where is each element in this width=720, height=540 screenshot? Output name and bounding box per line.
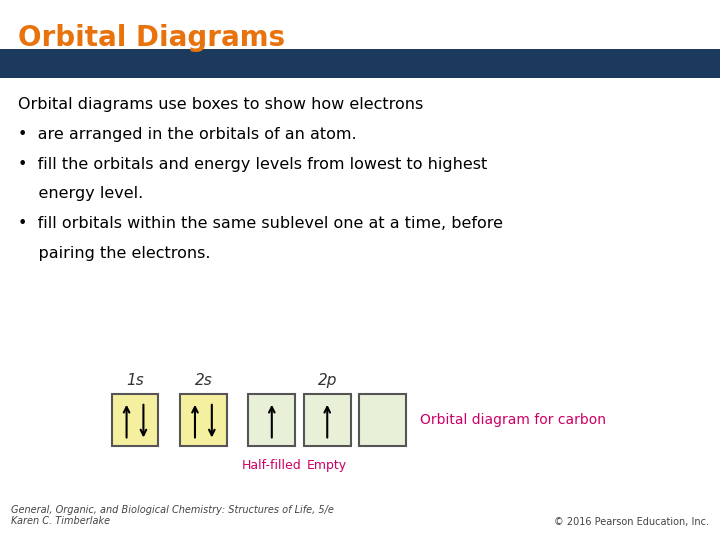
Text: Orbital diagrams use boxes to show how electrons: Orbital diagrams use boxes to show how e… <box>18 97 423 112</box>
Text: energy level.: energy level. <box>18 186 143 201</box>
Text: Orbital diagram for carbon: Orbital diagram for carbon <box>420 413 606 427</box>
FancyBboxPatch shape <box>304 394 351 446</box>
Text: 2p: 2p <box>318 373 337 388</box>
FancyBboxPatch shape <box>112 394 158 446</box>
Text: Half-filled: Half-filled <box>242 459 302 472</box>
Text: Orbital Diagrams: Orbital Diagrams <box>18 24 285 52</box>
Text: •  fill orbitals within the same sublevel one at a time, before: • fill orbitals within the same sublevel… <box>18 216 503 231</box>
FancyBboxPatch shape <box>359 394 406 446</box>
Text: © 2016 Pearson Education, Inc.: © 2016 Pearson Education, Inc. <box>554 516 709 526</box>
Text: •  are arranged in the orbitals of an atom.: • are arranged in the orbitals of an ato… <box>18 127 356 142</box>
FancyBboxPatch shape <box>248 394 295 446</box>
FancyBboxPatch shape <box>0 49 720 78</box>
Text: 1s: 1s <box>126 373 144 388</box>
Text: pairing the electrons.: pairing the electrons. <box>18 246 210 261</box>
FancyBboxPatch shape <box>180 394 227 446</box>
Text: 2s: 2s <box>194 373 212 388</box>
Text: Empty: Empty <box>307 459 347 472</box>
Text: •  fill the orbitals and energy levels from lowest to highest: • fill the orbitals and energy levels fr… <box>18 157 487 172</box>
Text: General, Organic, and Biological Chemistry: Structures of Life, 5/e
Karen C. Tim: General, Organic, and Biological Chemist… <box>11 505 333 526</box>
